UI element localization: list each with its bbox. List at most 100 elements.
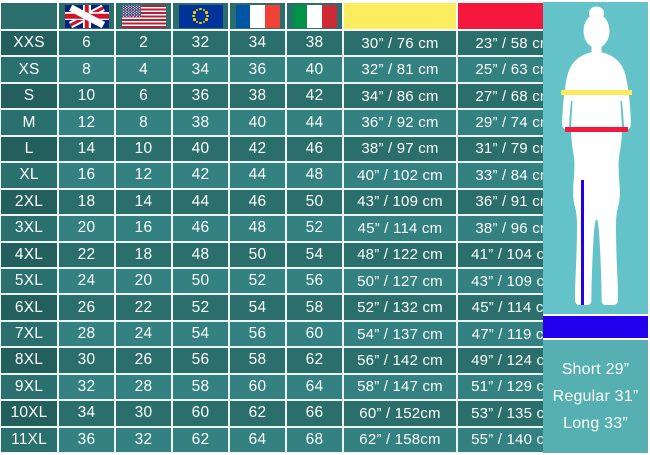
header-cell-bust [343,2,457,30]
cell-us: 20 [115,267,172,295]
cell-eu: 34 [172,56,229,83]
header-cell-us [115,2,172,30]
cell-eu: 32 [172,30,229,57]
body-figure [543,2,648,314]
cell-it: 38 [286,30,343,57]
header-cell-uk [58,2,115,30]
cell-bust: 34” / 86 cm [343,82,457,110]
cell-fr: 60 [229,373,286,401]
cell-us: 24 [115,320,172,348]
cell-us: 14 [115,188,172,216]
cell-uk: 10 [58,82,115,110]
cell-bust: 43” / 109 cm [343,188,457,216]
cell-fr: 54 [229,294,286,321]
cell-fr: 62 [229,400,286,427]
cell-uk: 34 [58,400,115,427]
cell-bust: 54” / 137 cm [343,320,457,348]
cell-uk: 12 [58,109,115,136]
cell-bust: 50” / 127 cm [343,267,457,295]
cell-eu: 46 [172,215,229,242]
cell-eu: 52 [172,294,229,321]
table-row: 8XL 30 26 56 58 62 56” / 142 cm 49” / 124 cm [0,347,571,374]
cell-size: XL [0,162,58,189]
cell-fr: 50 [229,241,286,268]
cell-uk: 22 [58,241,115,268]
cell-it: 42 [286,82,343,110]
cell-uk: 28 [58,320,115,348]
cell-size: 11XL [0,426,58,453]
table-row: 7XL 28 24 54 56 60 54” / 137 cm 47” / 119 cm [0,320,571,348]
cell-uk: 36 [58,426,115,453]
cell-it: 64 [286,373,343,401]
table-row: S 10 6 36 38 42 34” / 86 cm 27” / 68 cm [0,82,571,110]
cell-us: 2 [115,30,172,57]
waist-measure-line [565,127,628,132]
cell-size: 10XL [0,400,58,427]
cell-it: 44 [286,109,343,136]
table-row: 11XL 36 32 62 64 68 62” / 158cm 55” / 140 cm [0,426,571,453]
cell-size: L [0,135,58,163]
cell-uk: 32 [58,373,115,401]
cell-bust: 36” / 92 cm [343,109,457,136]
cell-uk: 24 [58,267,115,295]
table-row: 3XL 20 16 46 48 52 45” / 114 cm 38” / 96 cm [0,215,571,242]
cell-size: XS [0,56,58,83]
cell-size: S [0,82,58,110]
cell-it: 46 [286,135,343,163]
cell-fr: 34 [229,30,286,57]
header-cell-eu [172,2,229,30]
cell-size: 9XL [0,373,58,401]
cell-uk: 30 [58,347,115,374]
cell-eu: 50 [172,267,229,295]
table-row: L 14 10 40 42 46 38” / 97 cm 31” / 79 cm [0,135,571,163]
cell-fr: 58 [229,347,286,374]
cell-fr: 52 [229,267,286,295]
cell-fr: 38 [229,82,286,110]
cell-it: 56 [286,267,343,295]
cell-size: 4XL [0,241,58,268]
cell-us: 4 [115,56,172,83]
inseam-color-bar [543,316,648,338]
eu-flag-icon [178,4,223,28]
cell-bust: 58” / 147 cm [343,373,457,401]
cell-fr: 64 [229,426,286,453]
cell-eu: 36 [172,82,229,110]
cell-eu: 38 [172,109,229,136]
cell-it: 62 [286,347,343,374]
table-row: 5XL 24 20 50 52 56 50” / 127 cm 43” / 109 cm [0,267,571,295]
cell-it: 48 [286,162,343,189]
cell-fr: 40 [229,109,286,136]
cell-bust: 52” / 132 cm [343,294,457,321]
cell-fr: 44 [229,162,286,189]
cell-bust: 40” / 102 cm [343,162,457,189]
cell-uk: 16 [58,162,115,189]
us-flag-icon [121,4,166,28]
female-silhouette-icon [561,6,632,305]
header-cell-fr [229,2,286,30]
cell-fr: 46 [229,188,286,216]
cell-us: 22 [115,294,172,321]
inseam-measure-line [581,180,584,305]
cell-size: 5XL [0,267,58,295]
table-row: XXS 6 2 32 34 38 30” / 76 cm 23” / 58 cm [0,30,571,57]
table-header-row [0,2,571,30]
table-row: 2XL 18 14 44 46 50 43” / 109 cm 36” / 91 cm [0,188,571,216]
table-row: 9XL 32 28 58 60 64 58” / 147 cm 51” / 129 cm [0,373,571,401]
cell-us: 18 [115,241,172,268]
cell-us: 26 [115,347,172,374]
table-row: 6XL 26 22 52 54 58 52” / 132 cm 45” / 114 cm [0,294,571,321]
fr-flag-icon [235,4,280,28]
cell-bust: 45” / 114 cm [343,215,457,242]
length-options: Short 29” Regular 31” Long 33” [543,340,648,453]
cell-fr: 42 [229,135,286,163]
length-option-long: Long 33” [563,414,628,432]
length-option-regular: Regular 31” [552,387,639,405]
cell-size: 6XL [0,294,58,321]
cell-bust: 38” / 97 cm [343,135,457,163]
cell-size: 7XL [0,320,58,348]
cell-eu: 58 [172,373,229,401]
cell-bust: 60” / 152cm [343,400,457,427]
cell-uk: 14 [58,135,115,163]
cell-us: 16 [115,215,172,242]
